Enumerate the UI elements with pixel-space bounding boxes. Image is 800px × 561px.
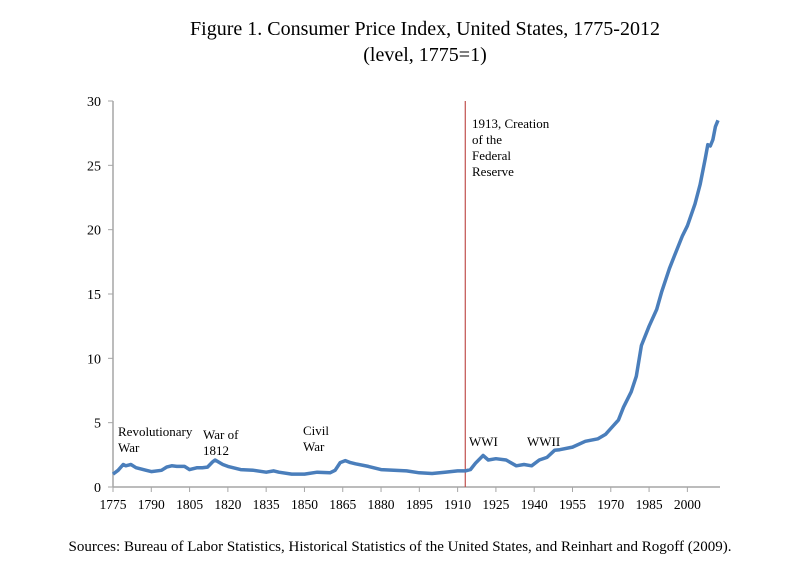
x-tick-label: 1940 [521, 497, 548, 512]
x-tick-label: 1790 [138, 497, 165, 512]
y-tick-label: 25 [87, 159, 101, 174]
x-tick-label: 1880 [368, 497, 395, 512]
cpi-series-line [111, 119, 720, 476]
x-tick-label: 1835 [253, 497, 280, 512]
source-note: Sources: Bureau of Labor Statistics, His… [68, 539, 732, 555]
y-tick-label: 10 [87, 352, 101, 367]
x-tick-label: 1775 [100, 497, 127, 512]
x-tick-label: 1805 [176, 497, 203, 512]
y-tick-label: 0 [94, 481, 101, 496]
chart-title: Figure 1. Consumer Price Index, United S… [190, 18, 660, 40]
annotation-war-of-1812: War of 1812 [203, 427, 239, 458]
y-tick-label: 5 [94, 417, 101, 432]
x-tick-label: 1925 [482, 497, 509, 512]
x-tick-label: 1865 [329, 497, 356, 512]
x-tick-label: 1850 [291, 497, 318, 512]
x-tick-label: 1910 [444, 497, 471, 512]
annotation-civil-war: Civil War [303, 423, 330, 454]
x-tick-label: 1985 [636, 497, 663, 512]
x-tick-label: 1895 [406, 497, 433, 512]
y-tick-label: 15 [87, 288, 101, 303]
annotation-revolutionary-war: Revolutionary War [118, 424, 193, 455]
annotation-wwi: WWI [469, 434, 498, 449]
x-tick-label: 2000 [674, 497, 701, 512]
x-tick-label: 1955 [559, 497, 586, 512]
annotation-federal-reserve: 1913, Creation of the Federal Reserve [472, 116, 550, 179]
annotation-wwii: WWII [527, 434, 561, 449]
y-tick-label: 20 [87, 224, 101, 239]
x-tick-label: 1820 [214, 497, 241, 512]
y-tick-label: 30 [87, 95, 101, 110]
chart-subtitle: (level, 1775=1) [363, 44, 487, 66]
x-tick-label: 1970 [597, 497, 624, 512]
